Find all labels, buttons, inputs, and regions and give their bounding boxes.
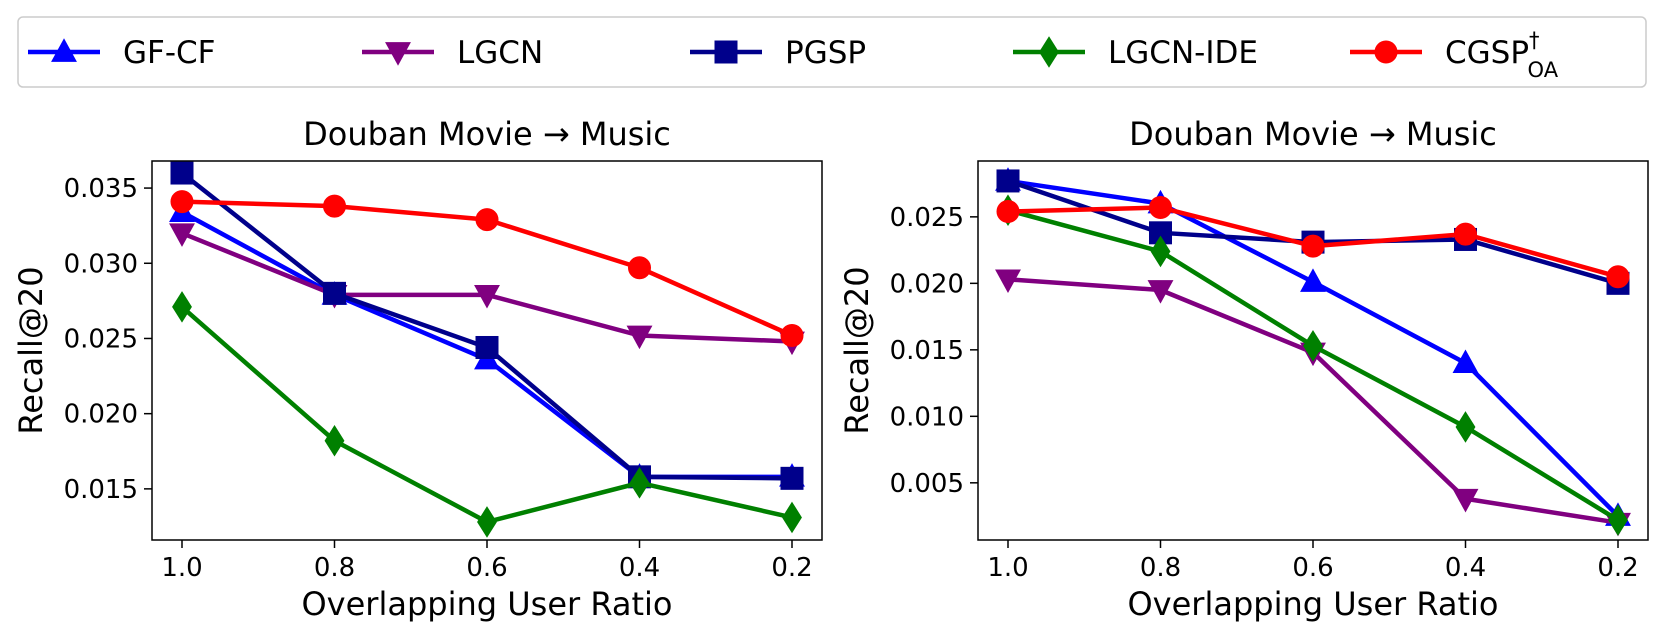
chart-title-left: Douban Movie → Music xyxy=(303,115,671,153)
data-point-lgcn-ide-right-3 xyxy=(1455,411,1476,443)
x-tick-label-right: 0.8 xyxy=(1140,553,1181,583)
data-point-pgsp-left-1 xyxy=(323,281,346,305)
x-axis-label-right: Overlapping User Ratio xyxy=(1127,585,1498,623)
data-point-lgcn-right-1 xyxy=(1147,280,1174,304)
series-cgsp-oa-left xyxy=(170,190,804,347)
y-tick-label-right: 0.025 xyxy=(890,203,964,233)
data-point-pgsp-right-0 xyxy=(996,169,1020,193)
x-tick-label-left: 0.8 xyxy=(314,553,355,583)
x-tick-label-left: 0.2 xyxy=(771,553,812,583)
x-tick-label-right: 0.2 xyxy=(1597,553,1638,583)
data-point-gf-cf-right-2 xyxy=(1300,268,1326,292)
x-tick-label-left: 0.6 xyxy=(466,553,507,583)
y-tick-label-right: 0.020 xyxy=(890,269,964,299)
data-point-lgcn-ide-right-4 xyxy=(1608,504,1628,536)
y-tick-label-left: 0.015 xyxy=(64,475,138,505)
legend-label-lgcn: LGCN xyxy=(457,35,543,71)
x-tick-label-right: 0.4 xyxy=(1445,553,1486,583)
chart-panel-left: Douban Movie → Music 0.015 0.020 0.025 0.030… xyxy=(12,115,823,623)
y-axis-label-left: Recall@20 xyxy=(12,266,50,434)
y-axis-label-right: Recall@20 xyxy=(838,266,876,434)
legend-marker-lgcn xyxy=(385,42,411,66)
plot-frame-right xyxy=(977,160,1649,541)
x-tick-label-right: 1.0 xyxy=(987,553,1028,583)
legend-item-pgsp: PGSP xyxy=(690,35,866,71)
data-point-lgcn-ide-left-2 xyxy=(477,506,497,538)
y-tick-label-left: 0.025 xyxy=(64,324,138,354)
legend-label-gf-cf: GF-CF xyxy=(123,35,216,71)
legend-marker-gf-cf xyxy=(51,38,77,62)
legend-label-cgsp-oa: CGSP† OA xyxy=(1445,28,1559,82)
chart-title-right: Douban Movie → Music xyxy=(1129,115,1497,153)
legend-item-gf-cf: GF-CF xyxy=(28,35,216,71)
data-point-cgsp-oa-left-4 xyxy=(780,323,804,347)
y-tick-label-left: 0.030 xyxy=(64,249,138,279)
data-point-lgcn-ide-left-3 xyxy=(629,467,650,499)
data-point-cgsp-oa-right-1 xyxy=(1149,196,1172,220)
legend-label-lgcn-ide: LGCN-IDE xyxy=(1108,35,1258,71)
legend-label-pgsp: PGSP xyxy=(785,35,866,71)
data-point-gf-cf-right-3 xyxy=(1452,349,1479,373)
data-point-pgsp-left-2 xyxy=(475,335,499,359)
data-point-lgcn-left-0 xyxy=(169,223,195,247)
data-point-cgsp-oa-left-0 xyxy=(170,190,194,214)
y-tick-label-right: 0.010 xyxy=(890,402,964,432)
legend-item-lgcn-ide: LGCN-IDE xyxy=(1013,35,1258,71)
x-tick-label-left: 0.4 xyxy=(619,553,660,583)
data-point-cgsp-oa-left-3 xyxy=(628,256,651,280)
data-point-cgsp-oa-right-4 xyxy=(1606,265,1630,289)
x-axis-label-left: Overlapping User Ratio xyxy=(301,585,672,623)
series-lgcn-ide-left xyxy=(172,291,802,538)
data-point-lgcn-ide-right-1 xyxy=(1150,235,1171,268)
data-point-cgsp-oa-right-2 xyxy=(1301,234,1325,258)
y-tick-label-left: 0.035 xyxy=(64,174,138,204)
series-cgsp-oa-right xyxy=(996,196,1630,289)
data-point-cgsp-oa-left-2 xyxy=(475,208,499,232)
data-point-cgsp-oa-right-3 xyxy=(1454,222,1477,246)
legend: GF-CF LGCN PGSP LGCN-IDE CGSP† OA xyxy=(17,16,1647,88)
data-point-lgcn-ide-left-1 xyxy=(324,424,345,457)
y-tick-label-right: 0.015 xyxy=(890,336,964,366)
data-point-lgcn-ide-right-2 xyxy=(1303,330,1323,362)
legend-marker-pgsp xyxy=(714,40,738,64)
y-tick-label-right: 0.005 xyxy=(890,469,964,499)
data-point-lgcn-ide-left-4 xyxy=(782,501,802,534)
legend-marker-cgsp-oa xyxy=(1374,40,1398,64)
x-tick-label-left: 1.0 xyxy=(161,553,202,583)
legend-marker-lgcn-ide xyxy=(1039,36,1059,68)
data-point-lgcn-right-3 xyxy=(1452,488,1479,513)
data-point-lgcn-right-0 xyxy=(995,269,1021,294)
data-point-cgsp-oa-right-0 xyxy=(996,200,1020,224)
data-point-cgsp-oa-left-1 xyxy=(323,194,346,218)
data-point-lgcn-ide-left-0 xyxy=(172,291,192,323)
data-point-lgcn-left-2 xyxy=(474,285,500,309)
legend-item-lgcn: LGCN xyxy=(362,35,543,71)
legend-item-cgsp-oa: CGSP† OA xyxy=(1350,28,1559,82)
data-point-pgsp-left-0 xyxy=(170,161,194,185)
chart-panel-right: Douban Movie → Music 0.005 0.010 0.015 0.020… xyxy=(838,115,1649,623)
y-tick-label-left: 0.020 xyxy=(64,400,138,430)
x-tick-label-right: 0.6 xyxy=(1292,553,1333,583)
data-point-pgsp-left-4 xyxy=(780,466,804,490)
plot-frame-left xyxy=(151,160,823,541)
legend-frame xyxy=(17,16,1647,88)
data-point-lgcn-left-3 xyxy=(626,325,653,350)
